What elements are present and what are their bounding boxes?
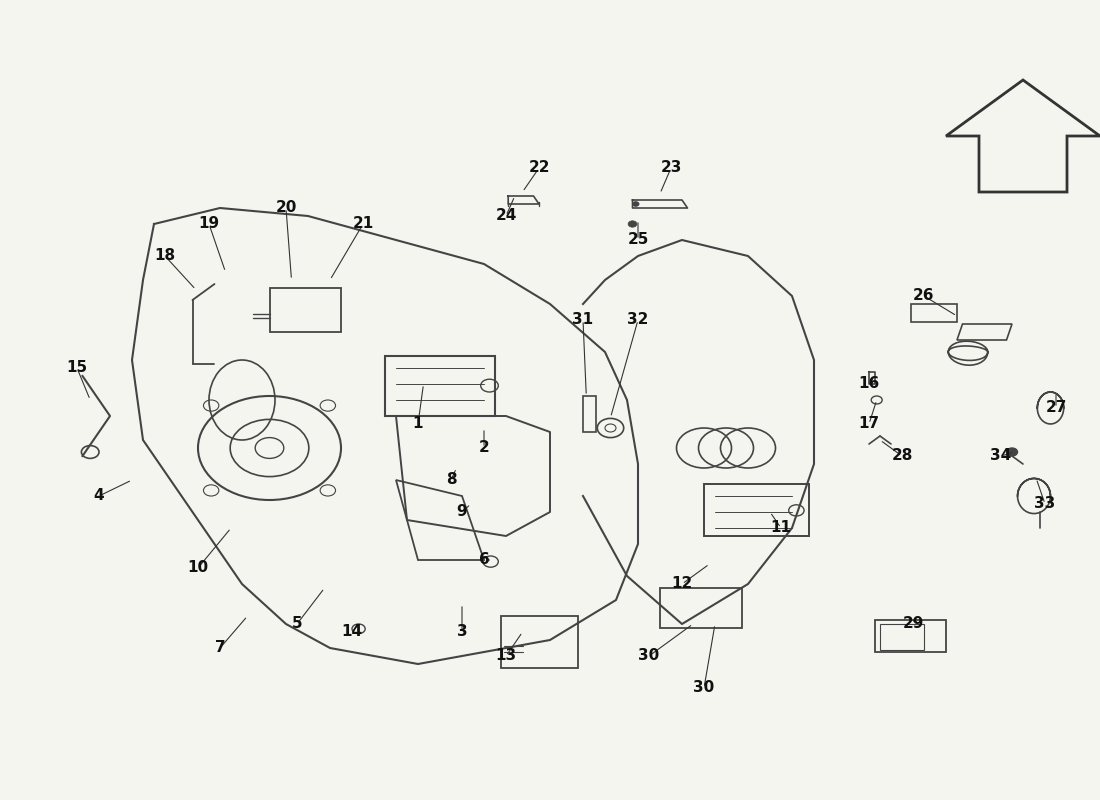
Text: 6: 6 xyxy=(478,553,490,567)
Text: 15: 15 xyxy=(66,361,88,375)
Text: 8: 8 xyxy=(446,473,456,487)
Text: 3: 3 xyxy=(456,625,468,639)
Text: 5: 5 xyxy=(292,617,302,631)
Text: 16: 16 xyxy=(858,377,880,391)
Text: 31: 31 xyxy=(572,313,594,327)
Text: 26: 26 xyxy=(913,289,935,303)
Text: 7: 7 xyxy=(214,641,225,655)
Text: 19: 19 xyxy=(198,217,220,231)
Text: 13: 13 xyxy=(495,649,517,663)
Text: 20: 20 xyxy=(275,201,297,215)
Text: 30: 30 xyxy=(693,681,715,695)
Text: 25: 25 xyxy=(627,233,649,247)
Text: 27: 27 xyxy=(1045,401,1067,415)
Text: 32: 32 xyxy=(627,313,649,327)
Text: 11: 11 xyxy=(770,521,792,535)
Text: 18: 18 xyxy=(154,249,176,263)
Text: 22: 22 xyxy=(528,161,550,175)
Text: 9: 9 xyxy=(456,505,468,519)
Text: 24: 24 xyxy=(495,209,517,223)
Text: 28: 28 xyxy=(891,449,913,463)
Text: 10: 10 xyxy=(187,561,209,575)
Text: 1: 1 xyxy=(412,417,424,431)
Text: 12: 12 xyxy=(671,577,693,591)
Circle shape xyxy=(1006,448,1018,456)
Circle shape xyxy=(632,202,639,206)
Text: 4: 4 xyxy=(94,489,104,503)
Circle shape xyxy=(628,221,637,227)
Text: 30: 30 xyxy=(638,649,660,663)
Text: 14: 14 xyxy=(341,625,363,639)
Text: 17: 17 xyxy=(858,417,880,431)
Text: 23: 23 xyxy=(660,161,682,175)
Text: 29: 29 xyxy=(902,617,924,631)
Text: 33: 33 xyxy=(1034,497,1056,511)
Text: 2: 2 xyxy=(478,441,490,455)
Text: 21: 21 xyxy=(352,217,374,231)
Text: 34: 34 xyxy=(990,449,1012,463)
